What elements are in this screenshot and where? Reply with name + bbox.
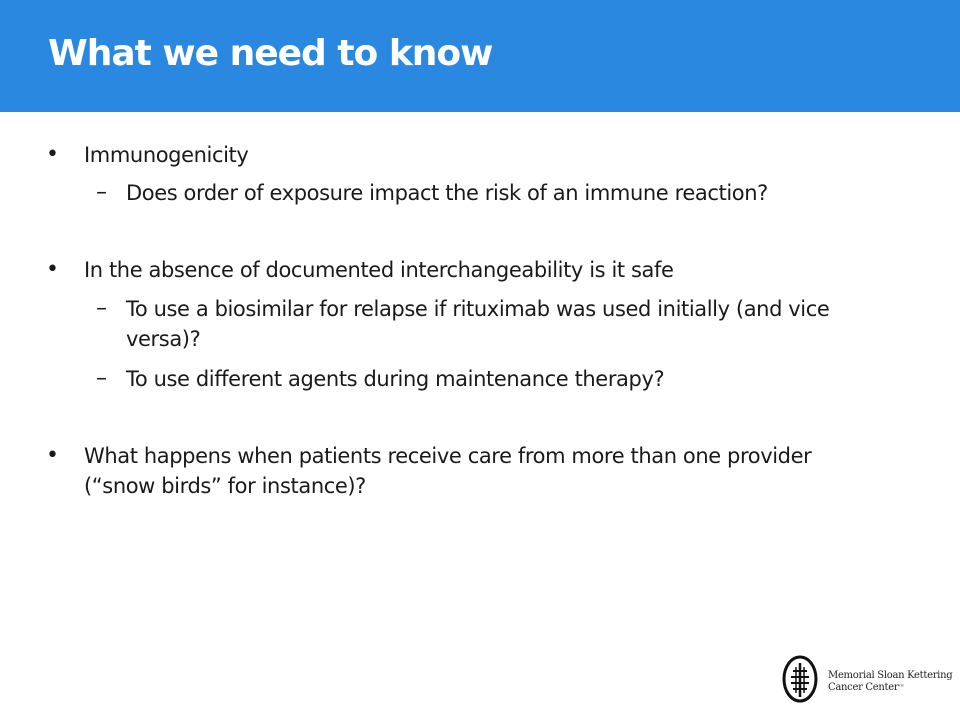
logo-trademark: ™ <box>898 684 905 691</box>
bullet-marker: • <box>46 142 59 167</box>
msk-logo-icon <box>782 655 818 703</box>
slide-title: What we need to know <box>48 33 493 74</box>
sub-bullet-marker: – <box>96 296 107 321</box>
sub-bullet-marker: – <box>96 180 107 205</box>
logo-text-line2: Cancer Center™ <box>828 682 904 694</box>
bullet-marker: • <box>46 443 59 468</box>
bullet-interchangeability: In the absence of documented interchange… <box>84 258 674 282</box>
sub-bullet-biosimilar-relapse-continued: versa)? <box>126 327 201 351</box>
msk-logo: Memorial Sloan Kettering Cancer Center™ <box>780 655 953 705</box>
bullet-marker: • <box>46 257 59 282</box>
logo-text-line1: Memorial Sloan Kettering <box>828 670 953 681</box>
sub-bullet-order-of-exposure: Does order of exposure impact the risk o… <box>126 181 768 205</box>
title-bar: What we need to know <box>0 0 960 112</box>
sub-bullet-biosimilar-relapse: To use a biosimilar for relapse if ritux… <box>126 297 830 321</box>
sub-bullet-marker: – <box>96 366 107 391</box>
logo-cancer-center: Cancer Center <box>828 682 899 693</box>
bullet-multiple-providers-continued: (“snow birds” for instance)? <box>84 474 366 498</box>
bullet-immunogenicity: Immunogenicity <box>84 143 249 167</box>
bullet-multiple-providers: What happens when patients receive care … <box>84 444 812 468</box>
sub-bullet-maintenance-therapy: To use different agents during maintenan… <box>126 367 665 391</box>
